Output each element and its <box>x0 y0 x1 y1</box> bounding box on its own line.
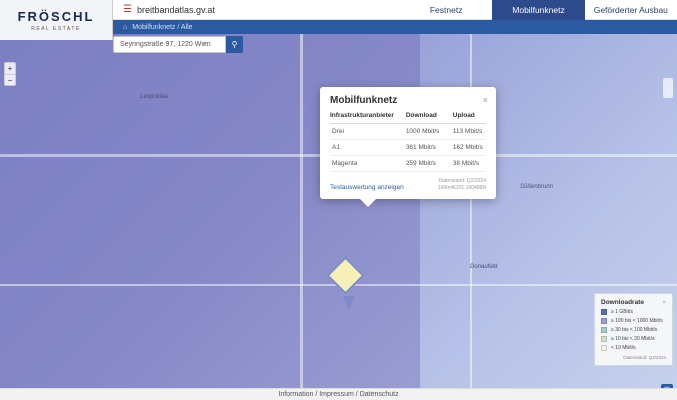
plus-icon: + <box>8 64 13 73</box>
close-legend-icon[interactable]: × <box>662 299 666 306</box>
site-title: breitbandatlas.gv.at <box>137 5 215 15</box>
legend-item: ≥ 100 bis < 1000 Mbit/s <box>601 318 666 324</box>
table-row: Drei 1000 Mbit/s 113 Mbit/s <box>330 124 486 140</box>
logo-subtext: REAL ESTATE <box>31 26 80 32</box>
home-icon[interactable]: ⌂ <box>123 24 127 31</box>
table-header-provider: Infrastrukturanbieter <box>330 112 396 124</box>
map-road <box>300 34 303 400</box>
search-button[interactable]: ⚲ <box>226 36 243 53</box>
table-row: A1 361 Mbit/s 162 Mbit/s <box>330 140 486 156</box>
tab-mobilfunknetz[interactable]: Mobilfunknetz <box>492 0 584 20</box>
map-place-label: Leopoldau <box>140 94 168 100</box>
map-selected-marker[interactable] <box>326 262 366 310</box>
zoom-out-button[interactable]: − <box>4 74 16 86</box>
info-datestamp: Datenstand: Q2/2024 100m46201.100486N <box>438 178 486 191</box>
table-header-upload: Upload <box>443 112 486 124</box>
breadcrumb: Mobilfunknetz / Alle <box>132 24 192 31</box>
legend-item: ≥ 30 bis < 100 Mbit/s <box>601 327 666 333</box>
clear-search-icon[interactable]: × <box>203 41 207 48</box>
info-card-pointer-arrow <box>360 199 376 207</box>
address-search-bar: × ⚲ <box>113 36 243 53</box>
legend-swatch-5 <box>601 345 607 351</box>
legend-swatch-2 <box>601 318 607 324</box>
legend-swatch-3 <box>601 327 607 333</box>
legend-swatch-1 <box>601 309 607 315</box>
map-zoom-controls: + − <box>4 62 16 86</box>
address-search-input[interactable] <box>113 36 226 53</box>
info-card-footer: Testauswertung anzeigen Datenstand: Q2/2… <box>330 178 486 191</box>
map-legend-card[interactable]: × Downloadrate ≥ 1 GBit/s ≥ 100 bis < 10… <box>594 293 673 366</box>
hamburger-icon[interactable]: ☰ <box>123 4 132 15</box>
search-icon: ⚲ <box>232 40 238 49</box>
logo-sidebar: FRÖSCHL REAL ESTATE <box>0 0 113 40</box>
map-place-label: Süßenbrunn <box>520 184 553 190</box>
testauswertung-link[interactable]: Testauswertung anzeigen <box>330 184 404 191</box>
minus-icon: − <box>8 76 13 85</box>
tab-festnetz[interactable]: Festnetz <box>400 0 492 20</box>
legend-title: Downloadrate <box>601 299 666 306</box>
legend-date: Datenstand: Q2/2024 <box>601 355 666 360</box>
table-row: Magenta 259 Mbit/s 38 Mbit/s <box>330 156 486 172</box>
top-tab-group: Festnetz Mobilfunknetz Geförderter Ausba… <box>400 0 677 20</box>
marker-diamond-icon <box>326 256 364 294</box>
footer-links-text: Information / Impressum / Datenschutz <box>278 391 398 398</box>
marker-point-icon <box>343 296 355 310</box>
provider-info-card[interactable]: × Mobilfunknetz Infrastrukturanbieter Do… <box>320 87 496 199</box>
legend-item: ≥ 1 GBit/s <box>601 309 666 315</box>
logo-text: FRÖSCHL <box>18 9 95 24</box>
info-card-title: Mobilfunknetz <box>330 95 486 106</box>
breadcrumb-bar: ⌂ Mobilfunknetz / Alle <box>113 20 677 34</box>
legend-item: < 10 Mbit/s <box>601 345 666 351</box>
close-info-card-icon[interactable]: × <box>483 95 488 105</box>
table-header-download: Download <box>396 112 443 124</box>
legend-swatch-4 <box>601 336 607 342</box>
zoom-in-button[interactable]: + <box>4 62 16 74</box>
provider-speed-table: Infrastrukturanbieter Download Upload Dr… <box>330 112 486 172</box>
legend-item: ≥ 10 bis < 30 Mbit/s <box>601 336 666 342</box>
tab-geforderter-ausbau[interactable]: Geförderter Ausbau <box>585 0 677 20</box>
map-place-label: Donaufeld <box>470 264 497 270</box>
map-compass-control[interactable] <box>663 78 673 98</box>
page-footer: Information / Impressum / Datenschutz <box>0 388 677 400</box>
